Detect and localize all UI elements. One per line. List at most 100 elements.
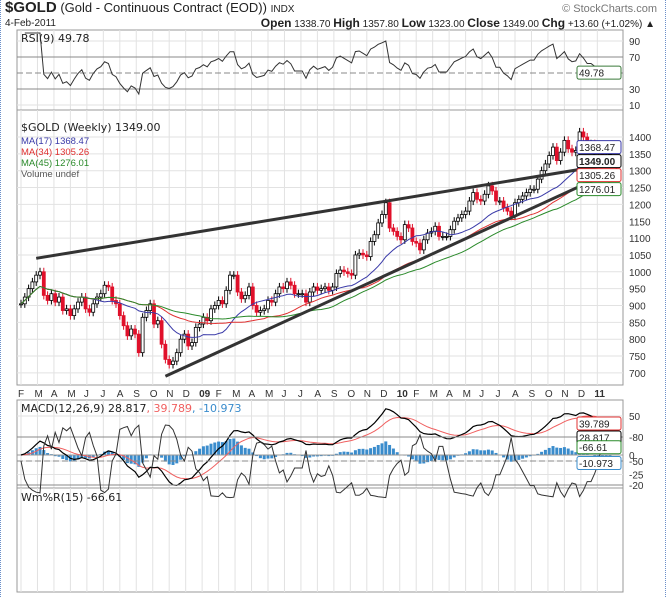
candle <box>235 274 240 293</box>
macd-hist-bar <box>224 441 228 455</box>
rsi-value-tag: 49.78 <box>579 69 604 80</box>
month-label: M <box>463 389 471 400</box>
candle <box>182 333 187 340</box>
macd-hist-bar <box>289 452 293 455</box>
candle <box>338 269 343 274</box>
macd-hist-bar <box>300 455 304 457</box>
credit[interactable]: © StockCharts.com <box>562 3 657 15</box>
macd-hist-bar <box>171 455 175 465</box>
candle <box>361 252 365 256</box>
macd-hist-bar <box>372 446 376 455</box>
candle <box>68 308 73 317</box>
close-value: 1349.00 <box>502 19 539 30</box>
low-value: 1323.00 <box>428 19 465 30</box>
candle <box>524 192 529 197</box>
candle <box>212 305 217 310</box>
macd-main: MACD(12,26,9) 28.817 <box>21 402 147 415</box>
candle <box>562 139 567 153</box>
candle <box>250 286 255 306</box>
candle <box>30 281 35 290</box>
macd-hist-bar <box>543 449 547 455</box>
description: (Gold - Continuous Contract (EOD)) <box>60 0 267 15</box>
macd-hist-bar <box>566 448 570 455</box>
macd-hist-bar <box>452 455 456 458</box>
candle <box>383 202 388 215</box>
month-label: J <box>496 389 501 400</box>
candle <box>307 291 312 303</box>
ma34-value-tag-box <box>576 168 622 183</box>
candle <box>64 308 69 311</box>
month-label: A <box>446 389 453 400</box>
macd-hist-bar <box>334 453 338 455</box>
willr-value-tag: -66.61 <box>579 443 608 454</box>
low-label: Low <box>401 16 426 30</box>
candle <box>551 146 555 156</box>
candle <box>444 236 449 238</box>
macd-hist-bar <box>243 447 247 455</box>
price-value-tag-box <box>576 154 622 169</box>
macd-hist-bar <box>209 443 213 455</box>
month-label: J <box>100 389 105 400</box>
candle <box>201 316 206 325</box>
rsi-tick-label: 10 <box>629 101 641 112</box>
macd-hist-bar <box>270 455 274 459</box>
rsi-tick-label: 30 <box>629 85 641 96</box>
candle <box>254 305 259 313</box>
candle <box>372 234 377 242</box>
price-value-tag: 1349.00 <box>579 157 616 168</box>
macd-hist-bar <box>540 451 544 455</box>
macd-hist-bar <box>72 455 76 462</box>
macd-hist-bar <box>99 453 103 455</box>
willr-value-tag-box <box>576 440 622 455</box>
candle <box>505 207 510 212</box>
open-label: Open <box>260 16 292 30</box>
month-label: M <box>67 389 75 400</box>
exchange: INDX <box>270 4 295 15</box>
month-label: D <box>183 389 190 400</box>
macd-hist-bar <box>315 455 319 457</box>
macd-value-tag: 28.817 <box>579 433 610 444</box>
macd-hist-bar <box>38 446 42 455</box>
candle <box>311 286 316 293</box>
macd-hist-bar <box>61 455 65 460</box>
candle <box>277 286 282 295</box>
month-label: D <box>578 389 585 400</box>
macd-hist-tag: -10.973 <box>579 459 613 470</box>
candle <box>167 359 172 365</box>
month-label: M <box>430 389 438 400</box>
candle <box>281 286 286 290</box>
macd-hist-bar <box>448 455 452 460</box>
candle <box>448 229 453 237</box>
open-value: 1338.70 <box>294 19 331 30</box>
month-label: S <box>331 389 338 400</box>
price-tick-label: 900 <box>629 302 646 313</box>
macd-hist-bar <box>304 455 308 458</box>
candle <box>155 320 160 325</box>
candle <box>239 291 244 300</box>
macd-tick-label: 0 <box>629 451 635 462</box>
macd-hist-bar <box>479 450 483 455</box>
price-label: $GOLD (Weekly) 1349.00 <box>21 121 161 134</box>
macd-hist-bar <box>308 455 312 458</box>
candle <box>262 308 267 311</box>
macd-hist-bar <box>483 450 487 455</box>
candle <box>566 139 571 150</box>
month-label: 11 <box>594 389 605 400</box>
price-tick-label: 1300 <box>629 167 652 178</box>
ma-line-45 <box>20 181 611 320</box>
macd-hist-bar <box>357 448 361 455</box>
candle <box>452 220 457 231</box>
month-label: M <box>232 389 240 400</box>
rsi-tick-label: 90 <box>629 37 641 48</box>
candle <box>269 300 274 303</box>
candle <box>34 274 39 283</box>
macd-hist-bar <box>247 448 251 455</box>
candle <box>220 300 225 305</box>
macd-signal-label: , 39.789 <box>146 402 193 415</box>
macd-hist-bar <box>228 438 232 455</box>
month-label: F <box>216 389 222 400</box>
macd-hist-bar <box>110 452 114 455</box>
macd-hist-bar <box>144 455 148 459</box>
macd-hist-bar <box>570 450 574 455</box>
macd-hist-bar <box>125 455 129 464</box>
